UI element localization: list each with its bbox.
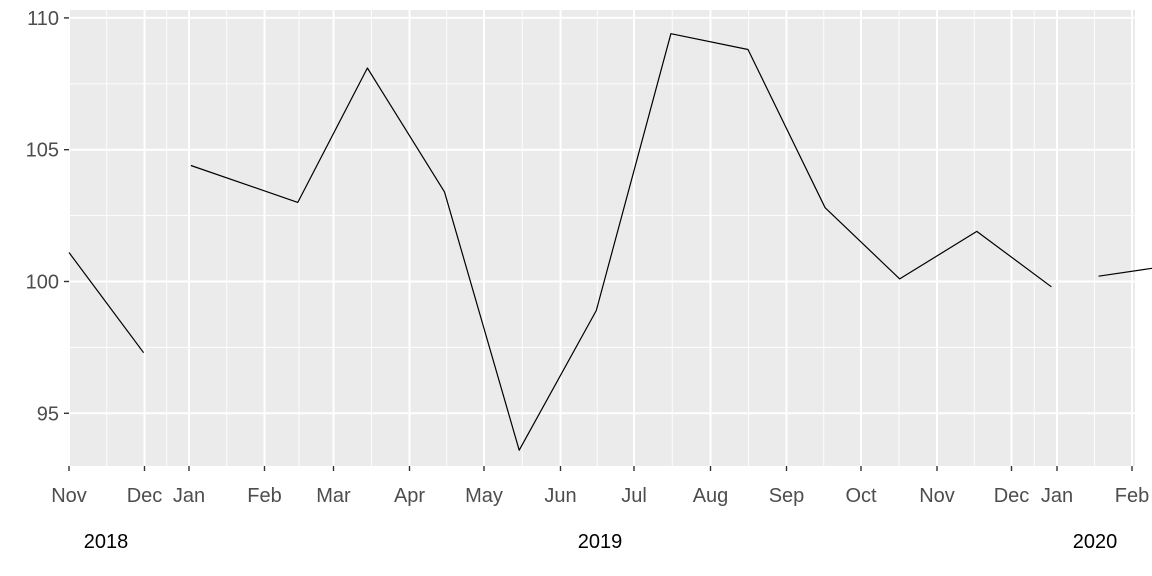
x-tick-label: Dec	[127, 485, 163, 507]
series-line-segment	[68, 252, 145, 354]
year-axis: 2018 2019 2020	[84, 531, 1118, 553]
series-line-segment	[1098, 267, 1152, 277]
x-tick-label: Mar	[316, 485, 351, 507]
series-line	[68, 33, 1152, 451]
x-tick-label: Feb	[247, 485, 281, 507]
x-tick-label: Jan	[173, 485, 205, 507]
x-tick-label: Oct	[845, 485, 877, 507]
major-grid	[68, 10, 1135, 466]
year-label: 2018	[84, 531, 129, 553]
x-tick-label: Nov	[51, 485, 87, 507]
minor-grid	[69, 10, 1135, 466]
y-tick-label: 110	[27, 8, 59, 30]
x-tick-label: Sep	[769, 485, 805, 507]
year-label: 2020	[1073, 531, 1118, 553]
x-tick-label: Jan	[1041, 485, 1073, 507]
y-axis: 95 100 105 110	[26, 8, 69, 425]
x-tick-label: Nov	[919, 485, 955, 507]
panel-background	[69, 10, 1135, 466]
x-tick-label: Jun	[544, 485, 576, 507]
x-tick-label: Dec	[994, 485, 1030, 507]
y-tick-label: 95	[37, 403, 59, 425]
x-tick-label: Feb	[1115, 485, 1149, 507]
x-axis: Nov Dec Jan Feb Mar Apr May Jun Jul Aug Sep Oct Nov D…	[51, 466, 1149, 507]
x-tick-label: Apr	[394, 485, 425, 507]
y-tick-label: 105	[26, 140, 59, 162]
series-line-segment	[190, 33, 1052, 451]
y-tick-label: 100	[26, 271, 59, 293]
x-tick-label: May	[465, 485, 503, 507]
x-tick-label: Aug	[693, 485, 729, 507]
x-tick-label: Jul	[621, 485, 647, 507]
year-label: 2019	[578, 531, 623, 553]
